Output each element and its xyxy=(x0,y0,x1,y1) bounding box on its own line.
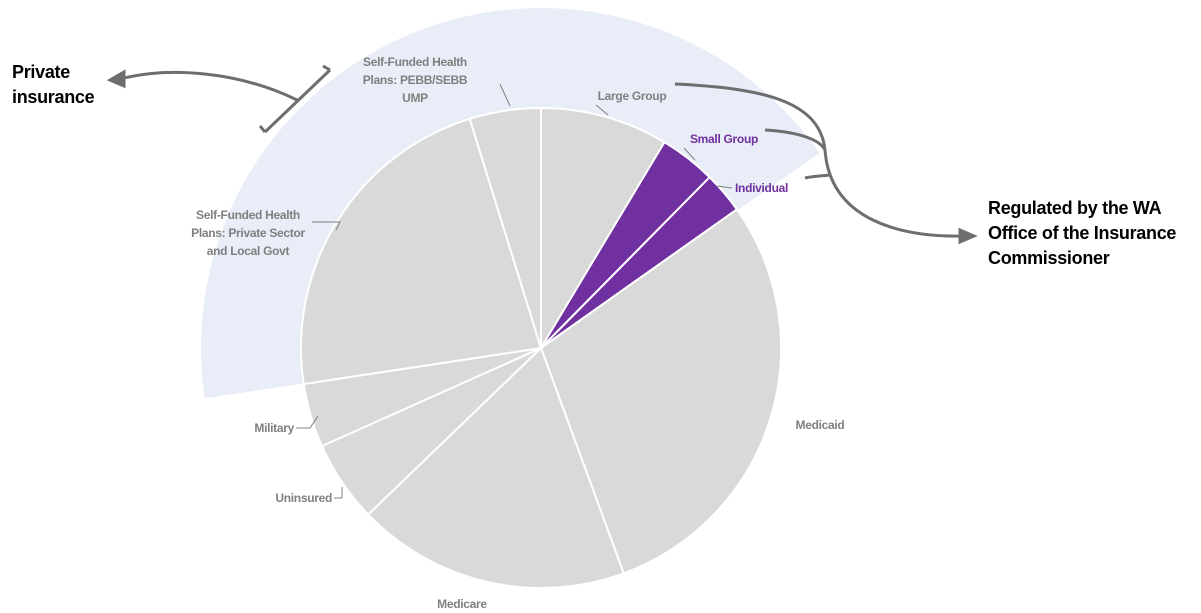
arrow xyxy=(119,70,298,102)
arrow-head xyxy=(106,69,126,89)
leader xyxy=(683,147,696,161)
leaders xyxy=(296,83,733,499)
slice-label: Uninsured xyxy=(275,491,332,505)
slice-label: Small Group xyxy=(689,132,759,146)
leader xyxy=(334,487,343,499)
leader xyxy=(312,221,341,231)
private-band xyxy=(201,8,820,399)
annotation: Private insurance xyxy=(12,62,95,107)
bracket-arm xyxy=(674,82,827,151)
slice-label: Self-Funded Health Plans: Private Sector… xyxy=(191,208,305,258)
leader xyxy=(595,104,609,116)
slice-label: Medicaid xyxy=(795,418,845,432)
slice-label: Individual xyxy=(735,181,789,195)
slice-label: Self-Funded Health Plans: PEBB/SEBB UMP xyxy=(362,55,468,105)
pie-slice xyxy=(539,207,782,575)
bracket-arm xyxy=(804,173,831,180)
annotation: Regulated by the WA Office of the Insura… xyxy=(988,198,1177,268)
arrow xyxy=(823,149,969,238)
slice-label: Large Group xyxy=(597,89,667,103)
pie-slice xyxy=(468,106,542,349)
band xyxy=(201,8,820,399)
brackets xyxy=(106,64,978,245)
slice-label: Medicare xyxy=(437,597,487,611)
pie-slice xyxy=(366,346,625,589)
pie-slice xyxy=(540,106,666,352)
slice-label: Military xyxy=(254,421,294,435)
arrow-head xyxy=(958,227,978,245)
bracket xyxy=(258,64,332,134)
leader xyxy=(716,185,733,189)
bracket-arm xyxy=(764,128,827,151)
leader xyxy=(499,83,511,107)
pie xyxy=(300,106,782,589)
leader xyxy=(296,415,319,429)
pie-slice xyxy=(300,117,543,386)
